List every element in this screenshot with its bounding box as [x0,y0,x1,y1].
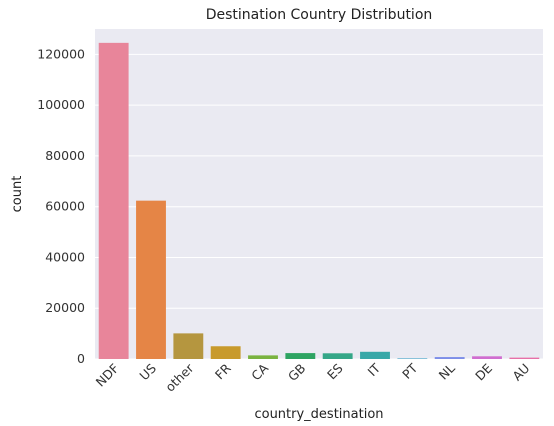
x-tick-label: FR [212,360,234,382]
x-tick-label: ES [324,360,346,382]
bar-it [360,352,390,359]
y-tick-label: 80000 [45,148,85,163]
y-tick-label: 60000 [45,199,85,214]
x-tick-label: NDF [93,361,122,390]
y-tick-label: 40000 [45,249,85,264]
y-tick-label: 0 [77,351,85,366]
bar-au [509,358,539,359]
y-axis-label: count [10,176,25,213]
x-tick-label: PT [399,360,421,382]
y-tick-label: 20000 [45,300,85,315]
x-tick-label: IT [365,360,384,379]
bar-de [472,356,502,359]
y-tick-label: 100000 [37,97,85,112]
bar-ca [248,355,278,359]
bar-es [323,353,353,359]
chart-title: Destination Country Distribution [206,7,433,23]
x-tick-label: GB [285,361,309,385]
bar-other [173,333,203,359]
x-tick-label: DE [472,360,495,383]
bar-ndf [99,43,129,359]
x-tick-label: AU [509,361,532,384]
bar-pt [397,358,427,359]
y-tick-label: 120000 [37,46,85,61]
x-axis-label: country_destination [254,407,383,422]
x-tick-label: NL [436,360,458,382]
x-tick-labels: NDF US other FR CA GB ES IT PT NL DE AU [93,360,533,395]
x-tick-label: other [162,360,197,395]
x-tick-label: US [136,360,159,383]
y-tick-labels: 0 20000 40000 60000 80000 100000 120000 [37,46,85,366]
bar-us [136,201,166,359]
x-tick-label: CA [248,360,271,383]
bar-gb [285,353,315,359]
bar-fr [211,346,241,359]
bar-nl [435,357,465,359]
